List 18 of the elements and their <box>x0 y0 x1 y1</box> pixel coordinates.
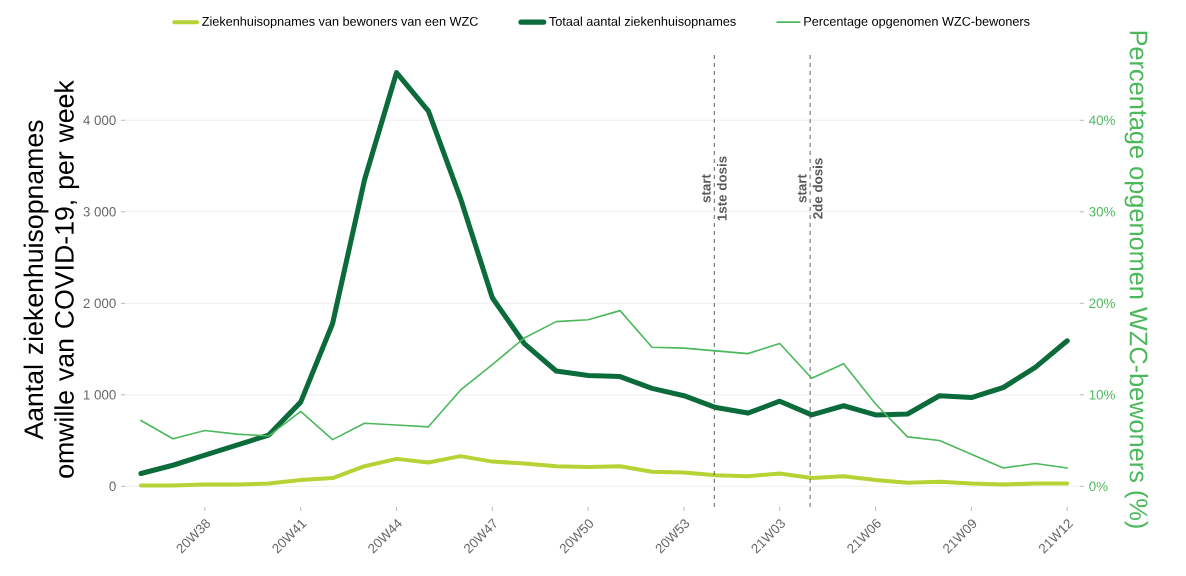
y-axis-title: Aantal ziekenhuisopnames omwille van COVID-19, per week <box>23 80 80 478</box>
y-tick-label: 4 000 <box>83 115 116 125</box>
y2-tick-label: 10% <box>1089 390 1115 400</box>
line-series <box>138 454 1070 488</box>
y-tick-label: 3 000 <box>83 207 116 217</box>
y2-axis-title: Percentage opgenomen WZC-bewoners (%) <box>1124 31 1149 528</box>
y2-tick-label: 0% <box>1089 481 1108 492</box>
legend-label: Ziekenhuisopnames van bewoners van een WZC <box>202 16 478 29</box>
y2-tick-label: 20% <box>1089 298 1115 309</box>
y-tick-label: 0 <box>109 481 116 492</box>
y-tick-label: 2 000 <box>83 298 116 309</box>
annotation: start 1ste dosis <box>701 156 727 221</box>
legend-label: Totaal aantal ziekenhuisopnames <box>549 16 736 29</box>
y-tick-label: 1 000 <box>83 390 116 400</box>
annotation: start 2de dosis <box>797 158 823 219</box>
legend-label: Percentage opgenomen WZC-bewoners <box>804 16 1030 29</box>
y2-tick-label: 40% <box>1089 115 1115 125</box>
y2-tick-label: 30% <box>1089 207 1115 217</box>
